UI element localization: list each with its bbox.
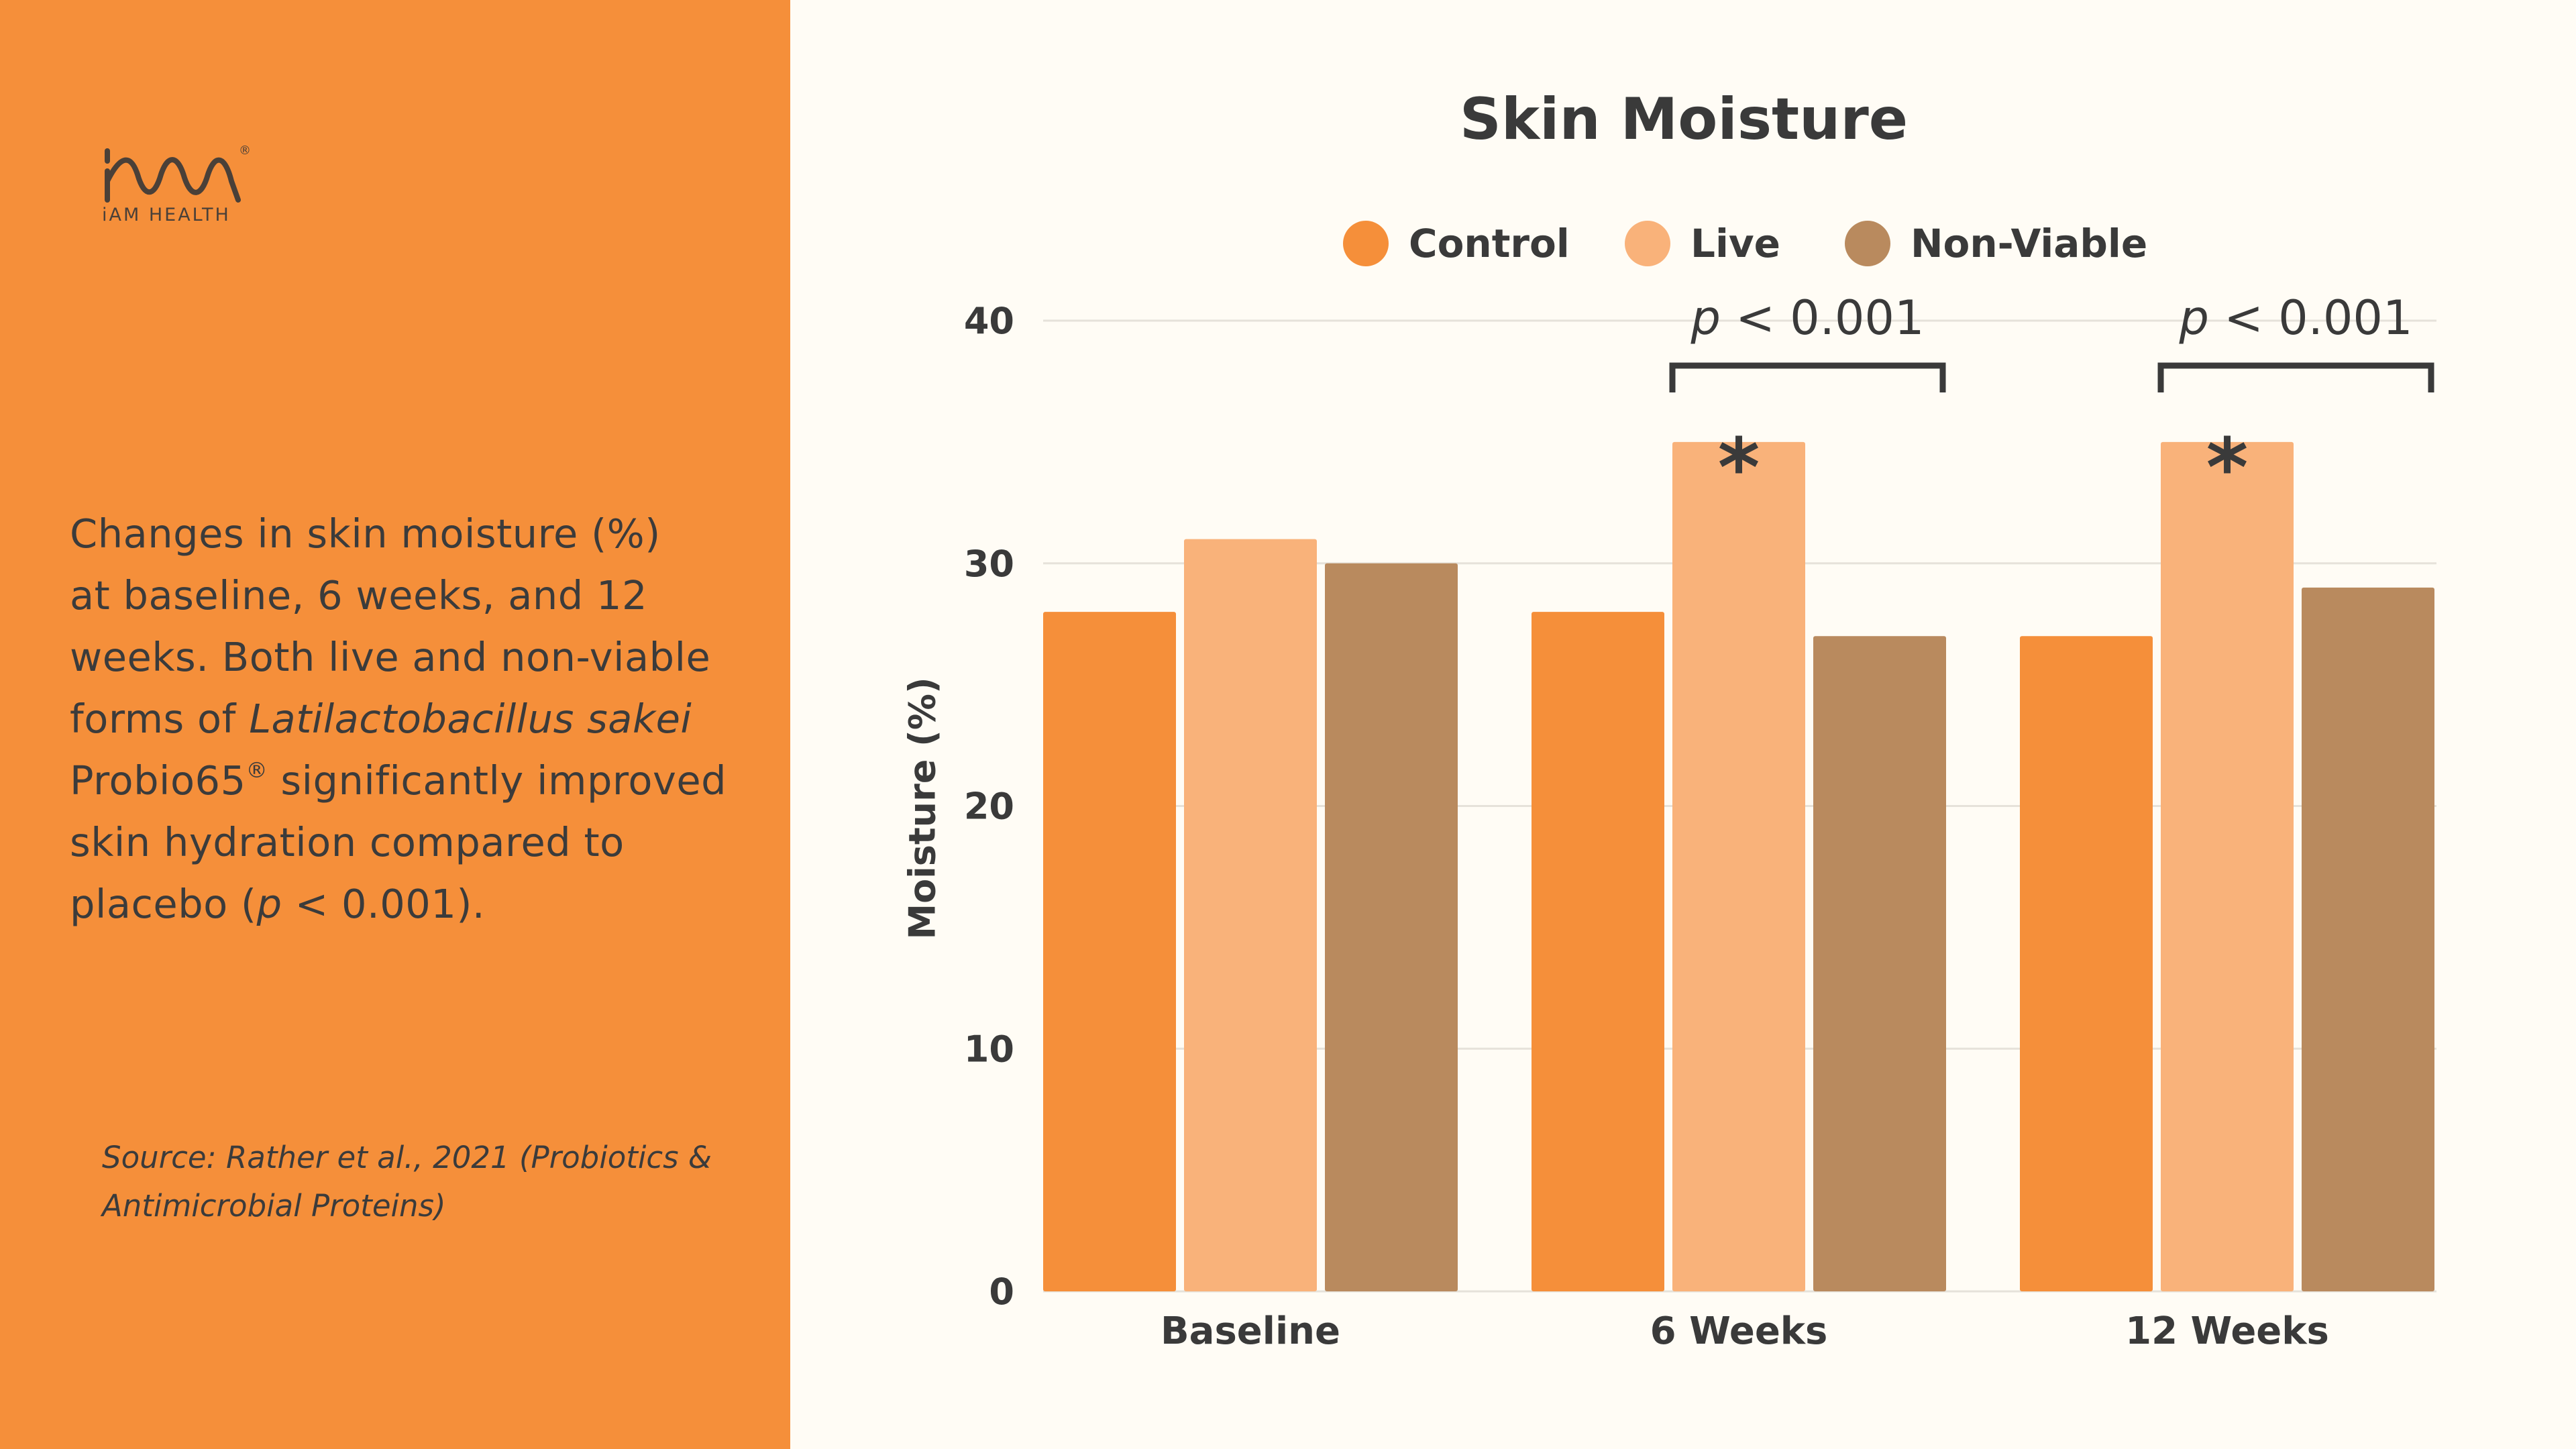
description-segment: forms of: [70, 696, 250, 742]
description-segment: skin hydration compared to: [70, 819, 625, 865]
chart-description: Changes in skin moisture (%) at baseline,…: [70, 503, 781, 935]
description-segment: at baseline, 6 weeks, and 12: [70, 572, 648, 619]
x-tick-label: Baseline: [1161, 1309, 1340, 1353]
description-segment: significantly improved: [268, 757, 727, 804]
p-value-label: p < 0.001: [1690, 290, 1925, 345]
bar-control-baseline: [1043, 612, 1176, 1291]
bar-live-12-weeks: [2161, 441, 2294, 1291]
p-symbol: p: [2179, 290, 2209, 345]
p-value: < 0.001: [2209, 290, 2413, 345]
left-panel: ® iAM HEALTH Changes in skin moisture (%…: [0, 0, 790, 1449]
legend-item-control: Control: [1343, 213, 1570, 274]
source-line: Antimicrobial Proteins): [102, 1188, 446, 1224]
bar-non-viable-6-weeks: [1813, 636, 1946, 1291]
description-line: Changes in skin moisture (%): [70, 503, 781, 565]
description-segment: placebo (: [70, 881, 257, 927]
description-line: placebo (p < 0.001).: [70, 873, 781, 935]
bar-non-viable-12-weeks: [2302, 587, 2434, 1291]
significance-star: *: [1718, 422, 1760, 515]
description-segment: p: [256, 881, 282, 927]
description-line: weeks. Both live and non-viable: [70, 627, 781, 688]
description-line: Probio65® significantly improved: [70, 750, 781, 812]
description-segment: weeks. Both live and non-viable: [70, 634, 711, 680]
description-segment: Probio65: [70, 757, 246, 804]
bar-non-viable-baseline: [1325, 563, 1458, 1291]
legend-label: Control: [1409, 221, 1570, 266]
legend-swatch: [1625, 221, 1670, 266]
significance-bracket: [2157, 362, 2434, 392]
p-symbol: p: [1690, 290, 1721, 345]
source-line: Source: Rather et al., 2021 (Probiotics …: [102, 1140, 712, 1175]
y-tick-label: 20: [964, 786, 1014, 828]
y-tick-label: 30: [964, 543, 1014, 585]
bar-live-baseline: [1184, 539, 1317, 1292]
brand-name: iAM HEALTH: [102, 205, 231, 225]
legend-label: Live: [1690, 221, 1780, 266]
source-citation: Source: Rather et al., 2021 (Probiotics …: [102, 1134, 773, 1230]
bar-control-12-weeks: [2020, 636, 2153, 1291]
description-segment: ®: [246, 757, 268, 783]
significance-bracket: [1669, 362, 1946, 392]
x-tick-label: 12 Weeks: [2125, 1309, 2329, 1353]
legend-label: Non-Viable: [1911, 221, 2148, 266]
chart-title: Skin Moisture: [1459, 86, 1909, 153]
x-tick-label: 6 Weeks: [1650, 1309, 1828, 1353]
p-value: < 0.001: [1721, 290, 1925, 345]
legend-item-non-viable: Non-Viable: [1845, 213, 2147, 274]
legend-swatch: [1845, 221, 1890, 266]
description-segment: Changes in skin moisture (%): [70, 511, 661, 557]
iam-health-logo: [105, 148, 241, 203]
legend-swatch: [1343, 221, 1389, 266]
chart-legend: Control Live Non-Viable: [0, 213, 2576, 274]
description-segment: Latilactobacillus sakei: [249, 696, 692, 742]
description-segment: < 0.001).: [282, 881, 486, 927]
bar-control-6-weeks: [1532, 612, 1664, 1291]
description-line: forms of Latilactobacillus sakei: [70, 688, 781, 750]
bar-live-6-weeks: [1672, 441, 1805, 1291]
y-tick-label: 0: [989, 1271, 1014, 1313]
y-tick-label: 10: [964, 1028, 1014, 1070]
legend-item-live: Live: [1625, 213, 1780, 274]
description-line: at baseline, 6 weeks, and 12: [70, 565, 781, 627]
p-value-label: p < 0.001: [2179, 290, 2413, 345]
registered-mark: ®: [239, 144, 251, 158]
significance-star: *: [2206, 422, 2249, 515]
y-tick-label: 40: [964, 300, 1014, 342]
description-line: skin hydration compared to: [70, 812, 781, 873]
